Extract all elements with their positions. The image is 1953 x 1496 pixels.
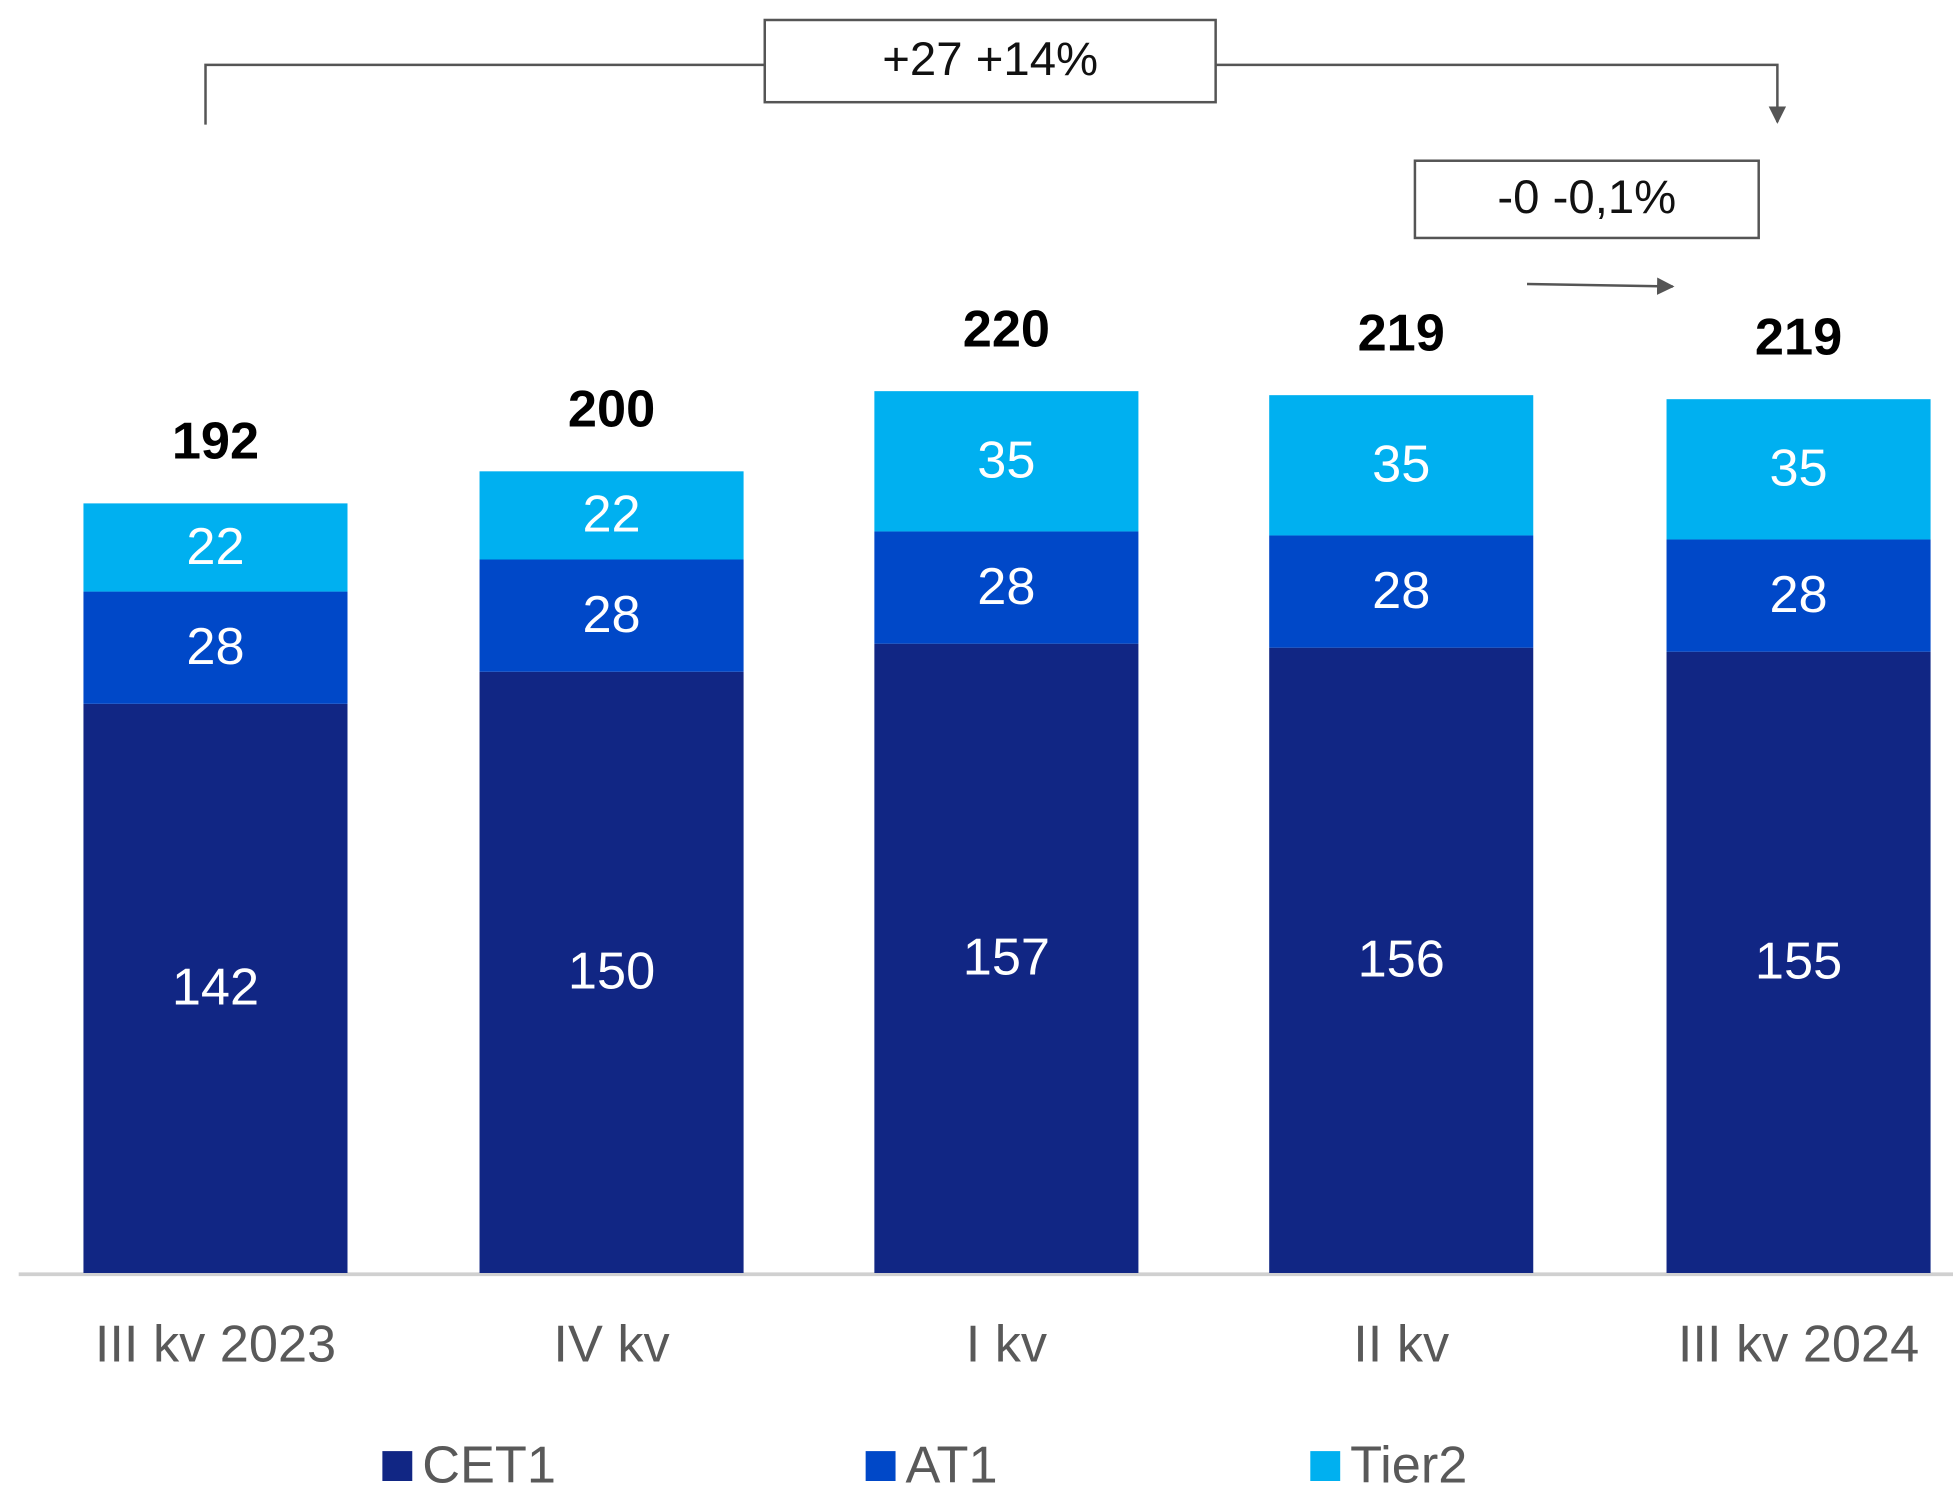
bar-segment (1666, 399, 1931, 540)
segment-label: 156 (1358, 931, 1445, 989)
bar-segment (1666, 539, 1931, 652)
bar-segment (83, 703, 348, 1273)
annotation: -0 -0,1% (1497, 171, 1676, 224)
segment-label: 28 (582, 586, 640, 644)
x-tick-label: III kv 2024 (1678, 1316, 1919, 1374)
bar-segment (479, 471, 744, 560)
segment-label: 28 (186, 618, 244, 676)
x-tick-label: II kv (1353, 1316, 1449, 1374)
total-label: 219 (1755, 308, 1842, 366)
total-label: 219 (1358, 304, 1445, 362)
segment-label: 157 (963, 929, 1050, 987)
segment-label: 35 (1372, 436, 1430, 494)
total-label: 220 (963, 300, 1050, 358)
total-label: 192 (172, 413, 259, 471)
bar-segment (1269, 395, 1534, 536)
bar-segment (83, 503, 348, 592)
bar-segment (874, 643, 1139, 1273)
x-tick-label: III kv 2023 (95, 1316, 336, 1374)
bar-segment (1269, 535, 1534, 648)
bar-segment (479, 671, 744, 1273)
segment-label: 142 (172, 959, 259, 1017)
arrow (1527, 277, 1675, 295)
bracket (1215, 63, 1787, 124)
bar-segment (1666, 651, 1931, 1273)
bracket (204, 63, 765, 125)
segment-label: 35 (1769, 440, 1827, 498)
legend-swatch (1310, 1451, 1341, 1481)
x-tick-label: I kv (966, 1316, 1047, 1374)
bar-segment (874, 391, 1139, 532)
x-tick-label: IV kv (553, 1316, 669, 1374)
legend-swatch (865, 1451, 896, 1481)
total-label: 200 (568, 381, 655, 439)
annotation-box (1413, 159, 1760, 240)
segment-label: 155 (1755, 933, 1842, 991)
segment-label: 150 (568, 943, 655, 1001)
legend-label: AT1 (906, 1436, 998, 1494)
legend-swatch (382, 1451, 413, 1481)
legend-label: CET1 (422, 1436, 556, 1494)
bar-segment (874, 531, 1139, 644)
segment-label: 22 (582, 486, 640, 544)
bar-segment (1269, 647, 1534, 1273)
segment-label: 35 (977, 432, 1035, 490)
segment-label: 22 (186, 518, 244, 576)
segment-label: 28 (1372, 562, 1430, 620)
annotation: +27 +14% (882, 33, 1098, 86)
bar-segment (479, 559, 744, 672)
segment-label: 28 (1769, 566, 1827, 624)
segment-label: 28 (977, 558, 1035, 616)
bar-segment (83, 591, 348, 704)
legend-label: Tier2 (1350, 1436, 1467, 1494)
annotation-box (763, 18, 1217, 104)
